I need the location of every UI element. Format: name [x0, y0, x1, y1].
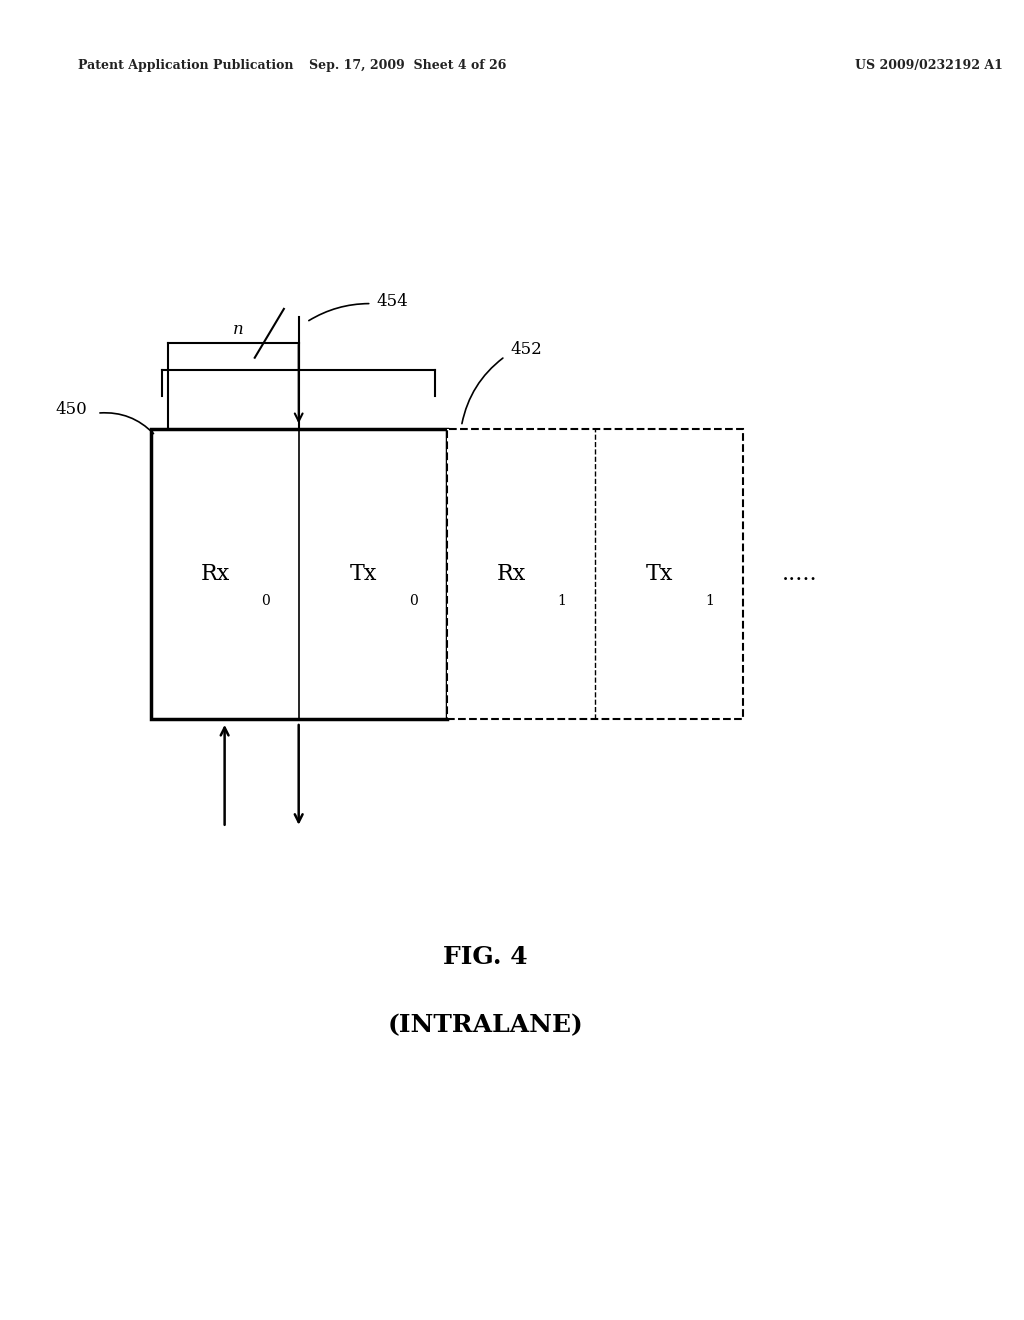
Text: n: n: [232, 321, 244, 338]
Text: 450: 450: [55, 401, 87, 417]
Text: Patent Application Publication: Patent Application Publication: [78, 59, 293, 73]
Text: Tx: Tx: [645, 564, 673, 585]
Text: Rx: Rx: [497, 564, 525, 585]
Text: 454: 454: [377, 293, 409, 310]
Text: (INTRALANE): (INTRALANE): [388, 1014, 584, 1038]
Text: 0: 0: [410, 594, 418, 607]
Text: Tx: Tx: [349, 564, 377, 585]
Text: .....: .....: [782, 564, 817, 585]
Text: 1: 1: [706, 594, 715, 607]
Bar: [151, 429, 446, 719]
Text: US 2009/0232192 A1: US 2009/0232192 A1: [855, 59, 1002, 73]
Text: Rx: Rx: [201, 564, 229, 585]
Text: 0: 0: [261, 594, 269, 607]
Text: FIG. 4: FIG. 4: [443, 945, 528, 969]
Text: 452: 452: [510, 342, 542, 358]
Text: 1: 1: [557, 594, 566, 607]
Bar: [446, 429, 743, 719]
Text: Sep. 17, 2009  Sheet 4 of 26: Sep. 17, 2009 Sheet 4 of 26: [309, 59, 507, 73]
